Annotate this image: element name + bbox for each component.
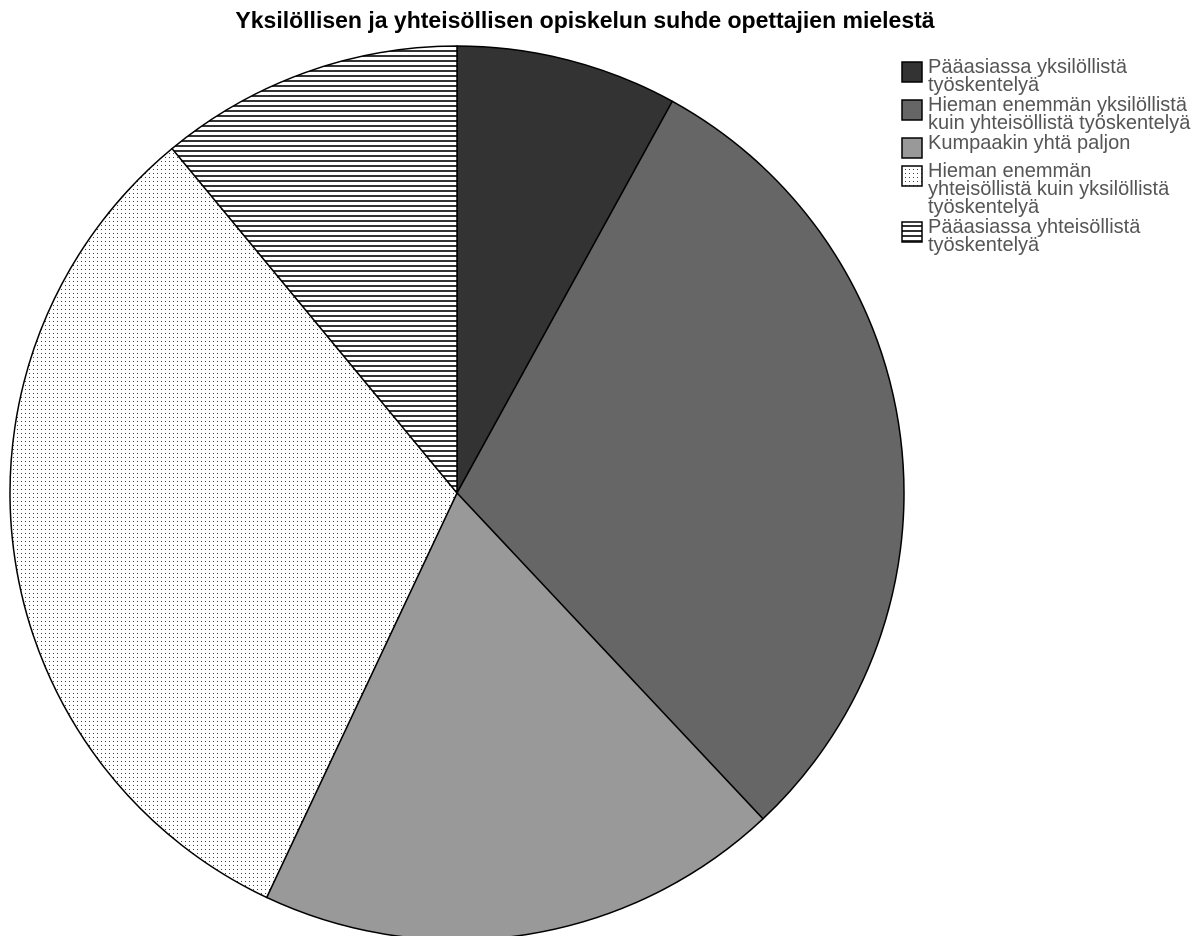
- legend-swatch: [901, 165, 923, 187]
- legend-item: Hieman enemmän yksilöllistä kuin yhteisö…: [900, 94, 1195, 134]
- legend-swatch-fill: [901, 61, 923, 83]
- legend: Pääasiassa yksilöllistä työskentelyä Hiem…: [900, 56, 1195, 256]
- legend-label: Pääasiassa yhteisöllistä työskentelyä: [928, 216, 1141, 256]
- legend-swatch-fill: [901, 99, 923, 121]
- legend-swatch-fill: [901, 165, 923, 187]
- legend-swatch-fill: [901, 221, 923, 243]
- legend-item: Pääasiassa yhteisöllistä työskentelyä: [900, 216, 1195, 256]
- pie-slice: [9, 147, 458, 899]
- legend-swatch: [901, 221, 923, 243]
- pie-slice: [171, 45, 458, 496]
- legend-label: Pääasiassa yksilöllistä työskentelyä: [928, 56, 1127, 96]
- legend-label: Hieman enemmän yksilöllistä kuin yhteisö…: [928, 94, 1191, 134]
- legend-swatch-fill: [901, 137, 923, 159]
- legend-swatch: [901, 99, 923, 121]
- legend-item: Kumpaakin yhtä paljon: [900, 132, 1195, 160]
- pie-slice: [456, 45, 674, 494]
- pie-slice: [265, 491, 765, 936]
- legend-item: Pääasiassa yksilöllistä työskentelyä: [900, 56, 1195, 96]
- chart-title: Yksilöllisen ja yhteisöllisen opiskelun …: [235, 7, 934, 33]
- legend-swatch: [901, 61, 923, 83]
- legend-swatch: [901, 137, 923, 159]
- legend-item: Hieman enemmän yhteisöllistä kuin yksilö…: [900, 160, 1195, 218]
- pie-slice: [456, 100, 905, 820]
- legend-label: Kumpaakin yhtä paljon: [928, 132, 1131, 154]
- legend-label: Hieman enemmän yhteisöllistä kuin yksilö…: [928, 160, 1170, 218]
